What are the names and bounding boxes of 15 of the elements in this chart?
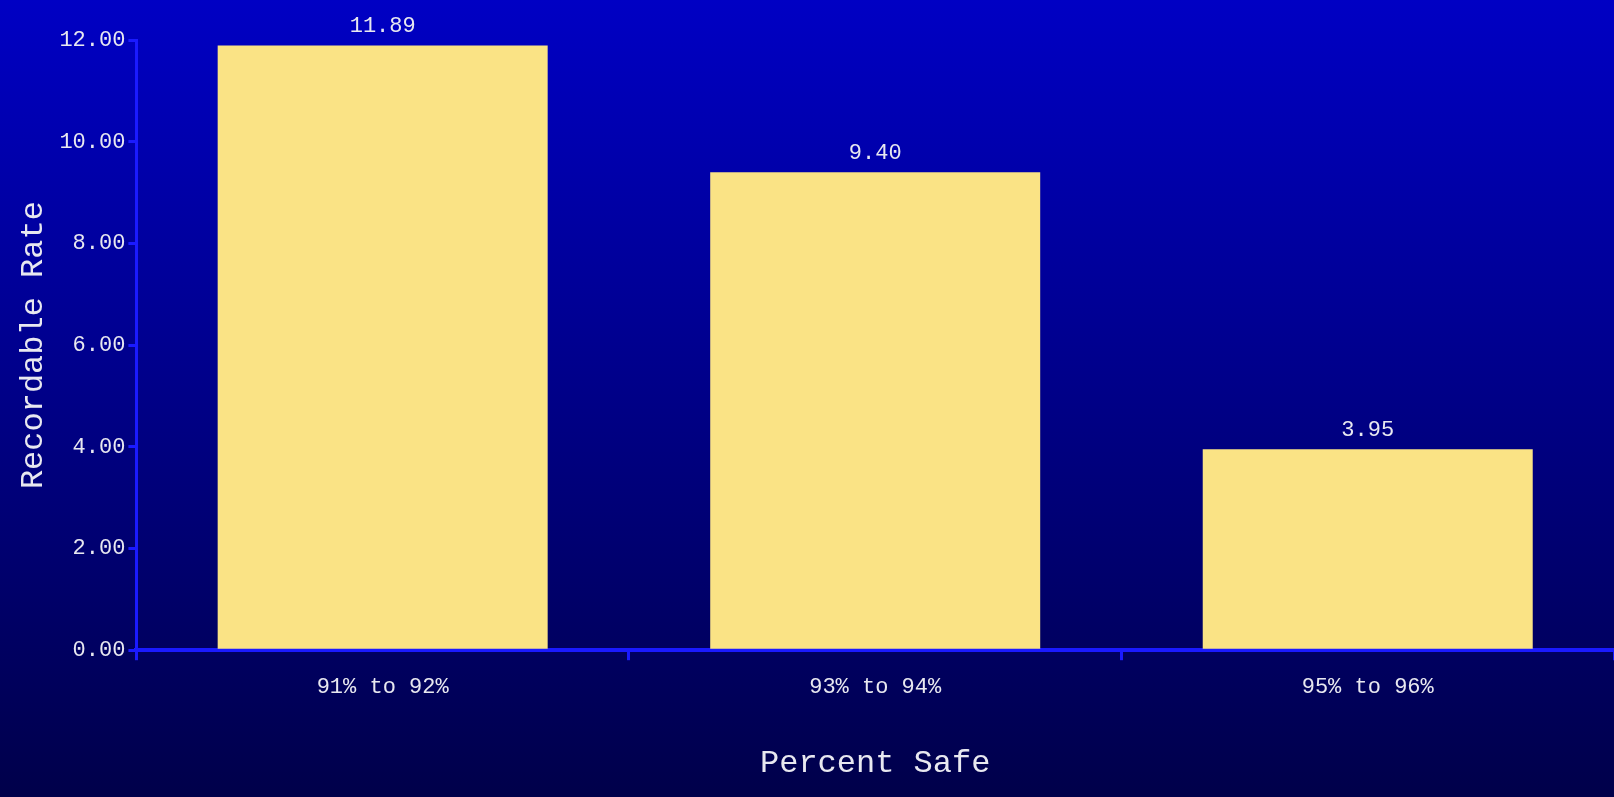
x-tick-label: 93% to 94% [809,675,943,701]
y-tick-label: 6.00 [72,332,126,358]
y-tick-label: 12.00 [59,27,126,53]
y-tick-label: 2.00 [72,536,126,562]
data-label: 9.40 [848,141,902,167]
y-tick-label: 0.00 [72,638,126,664]
y-tick-label: 8.00 [72,231,126,257]
y-tick-label: 10.00 [59,129,126,155]
y-tick-label: 4.00 [72,434,126,460]
x-axis-title: Percent Safe [759,745,991,783]
data-label: 11.89 [349,14,416,40]
x-tick-label: 95% to 96% [1301,675,1435,701]
x-tick-label: 91% to 92% [316,675,450,701]
y-axis-title: Recordable Rate [14,201,52,490]
data-label: 3.95 [1341,418,1395,444]
